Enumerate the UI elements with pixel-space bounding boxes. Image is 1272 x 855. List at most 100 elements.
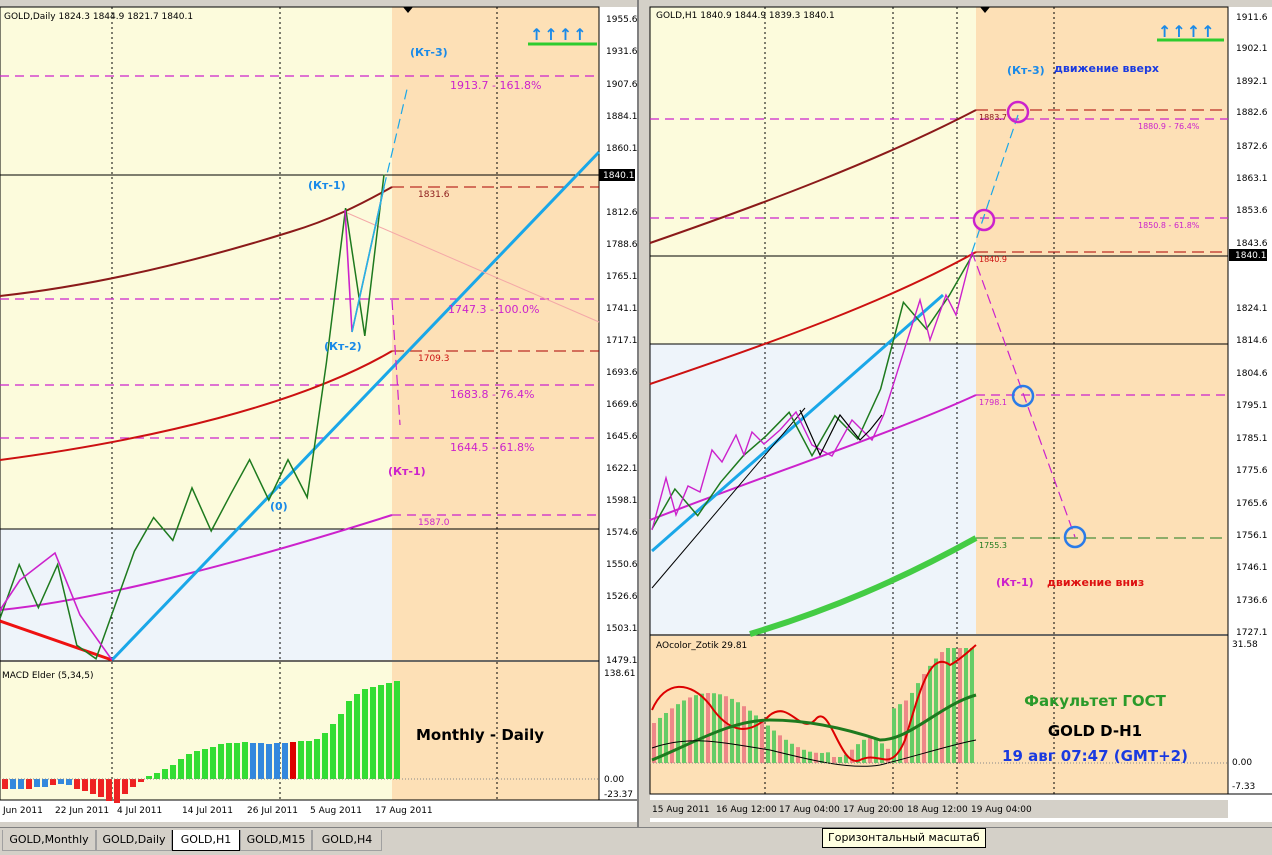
tab-gold-monthly[interactable]: GOLD,Monthly	[2, 830, 96, 851]
price-tick-label: 1645.6	[606, 432, 638, 442]
left-fib-161: 1913.7 - 161.8%	[450, 79, 541, 92]
price-tick-label: 1955.6	[606, 15, 638, 25]
ao-bar	[820, 752, 824, 763]
price-tick-label: 1804.6	[1236, 369, 1268, 379]
ao-bar	[856, 744, 860, 763]
osc-tick-label: -7.33	[1232, 782, 1255, 792]
osc-tick-label: 31.58	[1232, 640, 1258, 650]
macd-bar	[258, 743, 264, 779]
macd-bar	[378, 685, 384, 779]
right-level-4: 1755.3	[979, 541, 1007, 550]
left-osc-axis: 138.61 0.00 -23.37	[604, 669, 636, 800]
ao-bar	[808, 751, 812, 763]
price-tick-label: 1814.6	[1236, 336, 1268, 346]
ao-bar	[694, 695, 698, 763]
date-tick-label: 22 Jun 2011	[55, 806, 109, 816]
left-label-kt1: (Кт-1)	[308, 179, 346, 192]
macd-bar	[18, 779, 24, 789]
ao-bar	[892, 708, 896, 763]
macd-bar	[370, 687, 376, 779]
date-tick-label: 19 Aug 04:00	[971, 805, 1032, 815]
tab-gold-h4[interactable]: GOLD,H4	[312, 830, 382, 851]
ao-bar	[742, 706, 746, 763]
ao-bar	[814, 752, 818, 763]
price-tick-label: 1872.6	[1236, 142, 1268, 152]
macd-bar	[226, 743, 232, 779]
osc-tick-label: 138.61	[604, 669, 636, 679]
left-label-kt1-down: (Кт-1)	[388, 465, 426, 478]
price-tick-label: 1717.1	[606, 336, 638, 346]
macd-bar	[386, 683, 392, 779]
left-chart-window[interactable]: GOLD,Daily 1824.3 1844.9 1821.7 1840.1 (…	[0, 0, 638, 827]
right-level-1: 1883.7	[979, 113, 1007, 122]
right-fib-61: 1850.8 - 61.8%	[1138, 221, 1200, 230]
macd-bar	[34, 779, 40, 787]
tab-gold-m15[interactable]: GOLD,M15	[240, 830, 312, 851]
price-tick-label: 1746.1	[1236, 563, 1268, 573]
tab-gold-daily[interactable]: GOLD,Daily	[96, 830, 172, 851]
right-caption-3: 19 авг 07:47 (GMT+2)	[1002, 747, 1188, 765]
price-tick-label: 1788.6	[606, 240, 638, 250]
left-header: GOLD,Daily 1824.3 1844.9 1821.7 1840.1	[4, 12, 193, 22]
price-tick-label: 1550.6	[606, 560, 638, 570]
macd-bar	[50, 779, 56, 785]
ao-bar	[940, 652, 944, 763]
left-level-2: 1709.3	[418, 354, 450, 364]
macd-bar	[322, 733, 328, 779]
right-header: GOLD,H1 1840.9 1844.9 1839.3 1840.1	[656, 11, 835, 21]
right-label-kt1: (Кт-1)	[996, 576, 1034, 589]
ao-bar	[874, 739, 878, 763]
macd-bar	[338, 714, 344, 779]
right-label-down-text: движение вниз	[1047, 576, 1144, 589]
macd-bar	[26, 779, 32, 789]
macd-bar	[122, 779, 128, 794]
macd-bar	[186, 754, 192, 779]
left-label-kt3: (Кт-3)	[410, 46, 448, 59]
ao-bar	[700, 693, 704, 763]
ao-bar	[784, 739, 788, 763]
ao-bar	[868, 738, 872, 763]
price-tick-label: 1884.1	[606, 112, 638, 122]
left-price-axis: 1955.6 1931.6 1907.6 1884.1 1860.1 1812.6 1788…	[606, 15, 638, 666]
price-tick-label: 1902.1	[1236, 44, 1268, 54]
right-chart-window[interactable]: GOLD,H1 1840.9 1844.9 1839.3 1840.1 (Кт-…	[640, 0, 1272, 827]
price-tick-label: 1765.1	[606, 272, 638, 282]
left-zone-yellow	[0, 7, 392, 529]
right-time-axis: 15 Aug 2011 16 Aug 12:00 17 Aug 04:00 17 Au…	[652, 805, 1032, 815]
target-circle-3	[1011, 384, 1035, 408]
macd-bar	[346, 701, 352, 779]
ao-bar	[886, 748, 890, 763]
price-tick-label: 1863.1	[1236, 174, 1268, 184]
macd-bar	[298, 741, 304, 779]
price-tick-label: 1756.1	[1236, 531, 1268, 541]
right-label-kt3: (Кт-3)	[1007, 64, 1045, 77]
ao-bar	[772, 730, 776, 763]
tab-gold-h1[interactable]: GOLD,H1	[172, 830, 240, 851]
price-tick-label: 1853.6	[1236, 206, 1268, 216]
left-macd-histogram	[2, 681, 400, 803]
ao-bar	[760, 720, 764, 763]
target-circle-1	[1006, 100, 1030, 124]
left-time-axis: Jun 2011 22 Jun 2011 4 Jul 2011 14 Jul 2011…	[2, 806, 433, 816]
left-level-3: 1587.0	[418, 518, 450, 528]
macd-bar	[210, 747, 216, 779]
macd-bar	[242, 742, 248, 779]
macd-bar	[314, 739, 320, 779]
left-label-kt2: (Кт-2)	[324, 340, 362, 353]
ao-bar	[922, 674, 926, 763]
date-tick-label: 17 Aug 04:00	[779, 805, 840, 815]
ao-bar	[862, 739, 866, 763]
price-tick-label: 1741.1	[606, 304, 638, 314]
left-fib-61: 1644.5 - 61.8%	[450, 441, 534, 454]
price-tick-label: 1812.6	[606, 208, 638, 218]
ao-bar	[796, 747, 800, 763]
ao-bar	[664, 713, 668, 763]
ao-bar	[832, 757, 836, 763]
price-tick-label: 1503.1	[606, 624, 638, 634]
ao-bar	[826, 752, 830, 763]
macd-bar	[154, 773, 160, 779]
ao-bar	[802, 749, 806, 763]
left-label-zero: (0)	[270, 500, 288, 513]
left-fib-76: 1683.8 - 76.4%	[450, 388, 534, 401]
date-tick-label: 26 Jul 2011	[247, 806, 298, 816]
